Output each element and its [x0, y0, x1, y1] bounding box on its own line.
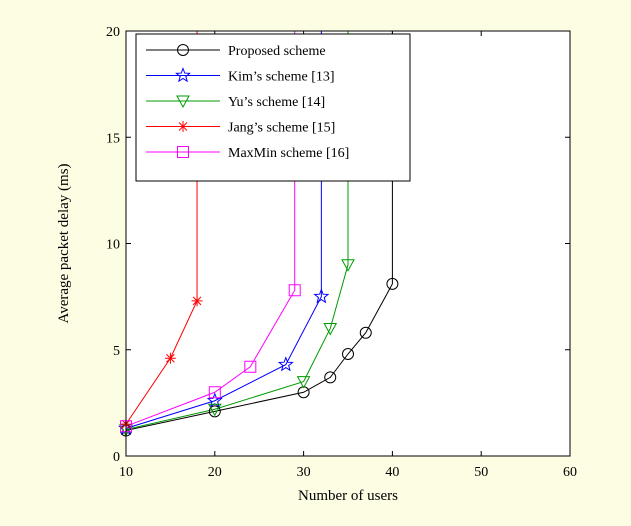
x-tick-label: 50	[474, 465, 488, 480]
legend-label-4: MaxMin scheme [16]	[228, 146, 349, 161]
legend-label-0: Proposed scheme	[228, 44, 326, 59]
series-line-4	[126, 31, 296, 427]
marker-layer	[118, 259, 399, 437]
x-tick-label: 30	[297, 465, 311, 480]
y-tick-label: 5	[113, 344, 120, 359]
x-tick-label: 60	[563, 465, 577, 480]
data-point-0-6	[386, 277, 399, 290]
series-layer	[126, 31, 393, 431]
y-axis-label: Average packet delay (ms)	[56, 163, 72, 323]
legend-marker-4	[177, 146, 189, 158]
data-point-2-1	[207, 403, 222, 417]
data-point-0-3	[324, 371, 337, 384]
data-point-0-1	[208, 405, 221, 418]
legend-label-1: Kim’s scheme [13]	[228, 70, 335, 85]
x-tick-label: 10	[119, 465, 133, 480]
data-point-1-2	[277, 356, 294, 372]
series-line-0	[126, 31, 393, 431]
legend-label-3: Jang’s scheme [15]	[228, 121, 335, 136]
data-point-3-2	[191, 295, 203, 307]
y-tick-label: 20	[106, 25, 120, 40]
y-tick-label: 15	[106, 131, 120, 146]
legend-marker-1	[175, 67, 191, 83]
legend-marker-3	[177, 121, 189, 132]
data-point-2-2	[296, 376, 311, 389]
legend: Proposed scheme Kim’s scheme [13] Yu’s sch…	[135, 33, 411, 182]
x-tick-label: 20	[208, 465, 222, 480]
data-point-0-4	[342, 348, 354, 360]
legend-marker-2	[176, 95, 190, 109]
y-tick-label: 10	[106, 238, 120, 253]
data-point-3-1	[164, 352, 176, 364]
legend-marker-0	[177, 44, 189, 56]
data-point-4-3	[288, 284, 301, 297]
data-point-0-5	[359, 326, 372, 339]
x-axis-label: Number of users	[298, 488, 398, 504]
series-line-2	[126, 31, 349, 430]
tick-layer: 10 20 30 40 50 60 0 5 10 15 20	[106, 25, 577, 480]
series-line-1	[126, 31, 322, 429]
data-point-2-4	[341, 259, 355, 272]
data-point-1-3	[313, 288, 330, 304]
data-point-4-2	[244, 360, 257, 373]
data-point-2-3	[323, 323, 338, 336]
legend-label-2: Yu’s scheme [14]	[228, 95, 325, 110]
y-tick-label: 0	[113, 450, 120, 465]
data-point-4-1	[208, 386, 221, 399]
legend-box	[135, 33, 411, 182]
x-tick-label: 40	[385, 465, 399, 480]
